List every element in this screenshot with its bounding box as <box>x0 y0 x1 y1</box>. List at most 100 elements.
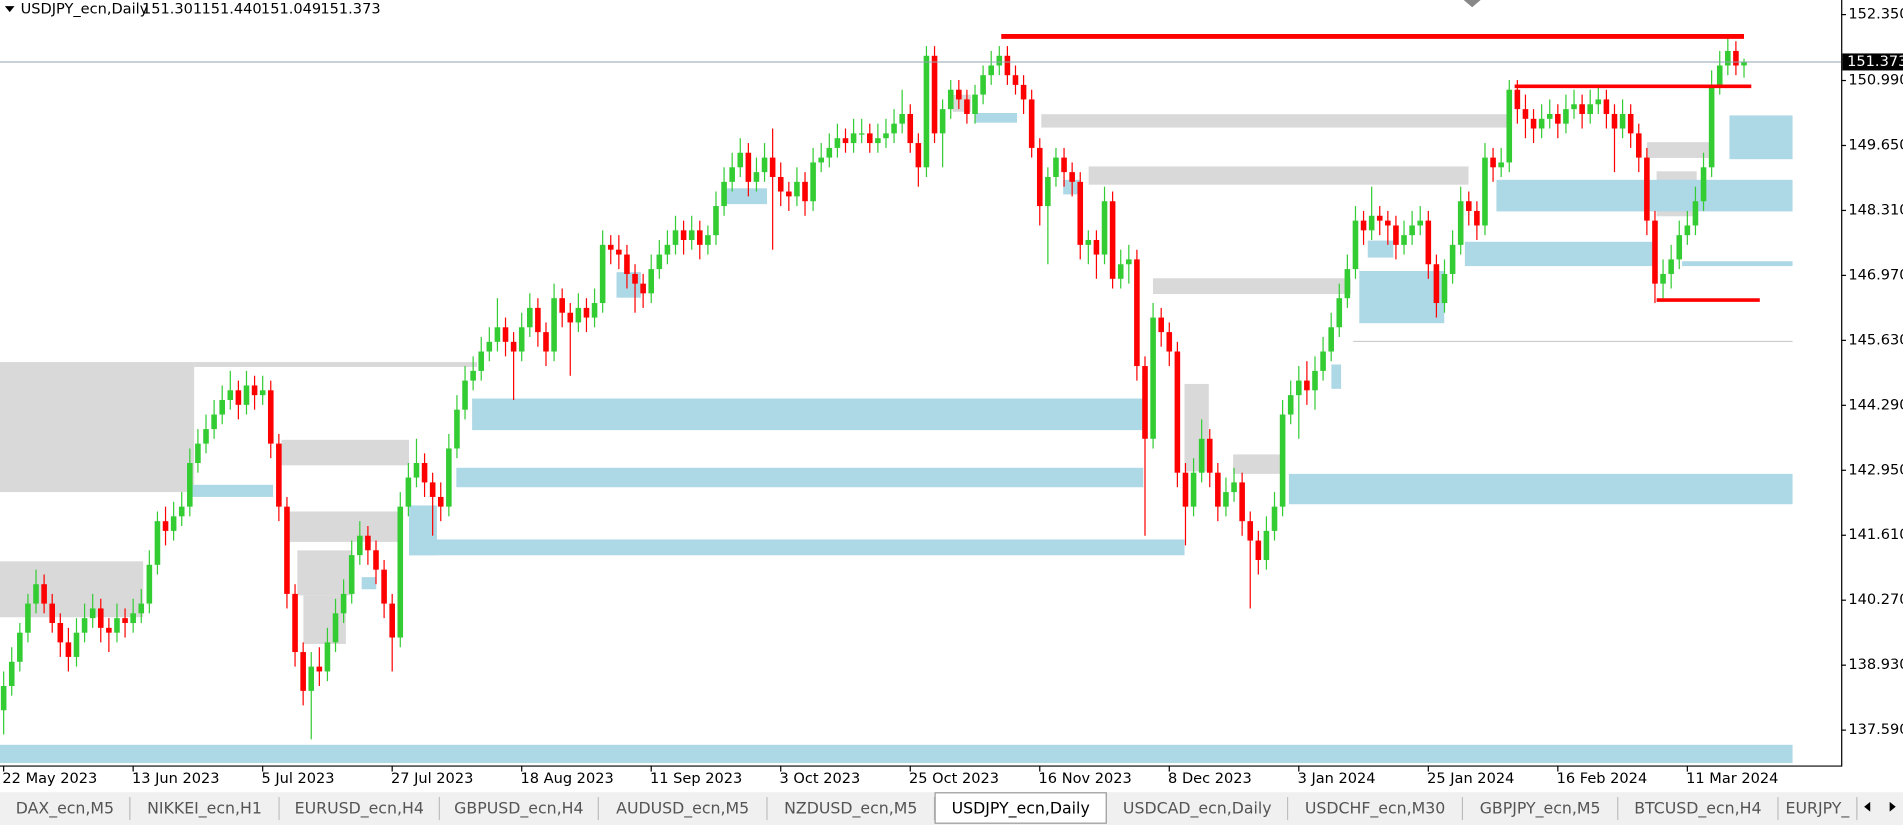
candle-body <box>1134 259 1140 367</box>
candle-body <box>1506 89 1513 163</box>
candle-body <box>1595 99 1602 105</box>
tab[interactable] <box>1463 792 1618 824</box>
tab[interactable] <box>439 792 598 824</box>
x-tick-label: 25 Oct 2023 <box>909 770 999 787</box>
tab-label[interactable]: USDCHF_ecn,M30 <box>1305 799 1445 819</box>
candle-body <box>713 206 719 236</box>
tab[interactable] <box>130 792 279 824</box>
tab[interactable] <box>1288 792 1462 824</box>
zone <box>1041 114 1511 128</box>
tab[interactable] <box>934 792 1107 824</box>
tab-label[interactable]: AUDUSD_ecn,M5 <box>616 799 749 819</box>
zone <box>0 362 195 493</box>
candle-body <box>551 298 557 352</box>
tab[interactable] <box>1778 792 1857 824</box>
candle-body <box>1279 414 1286 507</box>
candle-body <box>1376 215 1383 221</box>
candle-body <box>502 327 509 342</box>
candle-body <box>1700 167 1707 202</box>
candle-body <box>203 429 209 444</box>
candle-body <box>73 632 80 657</box>
tab[interactable] <box>1107 792 1288 824</box>
tab-label[interactable]: EURJPY_ <box>1786 799 1851 819</box>
tab[interactable] <box>0 792 130 824</box>
zone <box>1288 473 1793 505</box>
candle-body <box>1660 273 1666 284</box>
candle-body <box>292 593 298 653</box>
zone <box>1088 166 1469 185</box>
candle-body <box>365 535 371 551</box>
candle-body <box>1619 113 1626 129</box>
header-low: 151.049 <box>261 1 321 18</box>
tab-label[interactable]: USDJPY_ecn,Daily <box>952 799 1090 819</box>
candle-body <box>1498 162 1504 168</box>
y-tick-label: 149.650 <box>1848 136 1903 153</box>
candle-body <box>1530 118 1537 129</box>
candle-body <box>672 230 679 245</box>
candle-body <box>1368 215 1375 231</box>
candle-body <box>527 307 533 328</box>
tab[interactable] <box>279 792 439 824</box>
x-tick-label: 25 Jan 2024 <box>1427 770 1514 787</box>
candle-body <box>219 399 225 415</box>
candle-body <box>1465 201 1472 211</box>
zone <box>1464 241 1653 267</box>
y-tick-label: 138.930 <box>1848 656 1903 673</box>
candle-body <box>1733 50 1739 66</box>
tab[interactable] <box>1618 792 1778 824</box>
candle-body <box>656 254 663 270</box>
candle-body <box>1223 492 1229 507</box>
candle-body <box>1360 220 1367 231</box>
candle-body <box>162 521 169 531</box>
tab-scroll-right[interactable] <box>1889 801 1896 812</box>
candle-body <box>1190 472 1197 507</box>
tab-label[interactable]: DAX_ecn,M5 <box>16 799 114 819</box>
candle-body <box>1692 201 1699 226</box>
zone <box>1367 240 1394 258</box>
tab-label[interactable]: NIKKEI_ecn,H1 <box>147 799 262 819</box>
candle-body <box>1482 157 1488 226</box>
candle-body <box>842 138 849 144</box>
candle-body <box>737 152 744 168</box>
tab-label[interactable]: GBPUSD_ecn,H4 <box>454 799 583 819</box>
candle-body <box>284 506 290 594</box>
tab-label[interactable]: NZDUSD_ecn,M5 <box>784 799 917 819</box>
candle-body <box>146 564 153 604</box>
candle-body <box>972 94 978 114</box>
tab-label[interactable]: USDCAD_ecn,Daily <box>1123 799 1272 819</box>
candle-body <box>1247 521 1254 541</box>
header-arrow <box>4 6 15 13</box>
candle-body <box>1182 472 1189 507</box>
tab-scroll-left[interactable] <box>1864 801 1871 812</box>
candle-body <box>178 506 185 517</box>
candle-body <box>810 162 816 202</box>
candle-body <box>187 463 193 507</box>
candle-body <box>138 603 145 614</box>
candle-body <box>1684 225 1691 236</box>
candle-body <box>1296 380 1302 396</box>
candle-body <box>211 414 217 430</box>
candle-body <box>454 409 460 449</box>
candle-body <box>429 482 436 497</box>
candle-body <box>316 666 323 672</box>
tab-label[interactable]: BTCUSD_ecn,H4 <box>1634 799 1761 819</box>
candle-body <box>1069 172 1075 182</box>
tab[interactable] <box>598 792 767 824</box>
tab-label[interactable]: GBPJPY_ecn,M5 <box>1480 799 1601 819</box>
candle-body <box>729 167 735 182</box>
candle-body <box>599 244 606 304</box>
candle-body <box>591 303 598 318</box>
candle-body <box>866 133 873 144</box>
candle-body <box>251 385 258 396</box>
tab[interactable] <box>767 792 934 824</box>
candle-body <box>1174 351 1181 473</box>
tab-label[interactable]: EURUSD_ecn,H4 <box>295 799 424 819</box>
zone <box>1359 270 1445 324</box>
candle-body <box>1093 240 1100 255</box>
candle-body <box>883 133 889 139</box>
candle-body <box>195 443 201 464</box>
candle-body <box>696 230 703 245</box>
x-tick-label: 22 May 2023 <box>2 770 97 787</box>
candle-body <box>632 273 638 284</box>
candle-body <box>1263 530 1270 560</box>
